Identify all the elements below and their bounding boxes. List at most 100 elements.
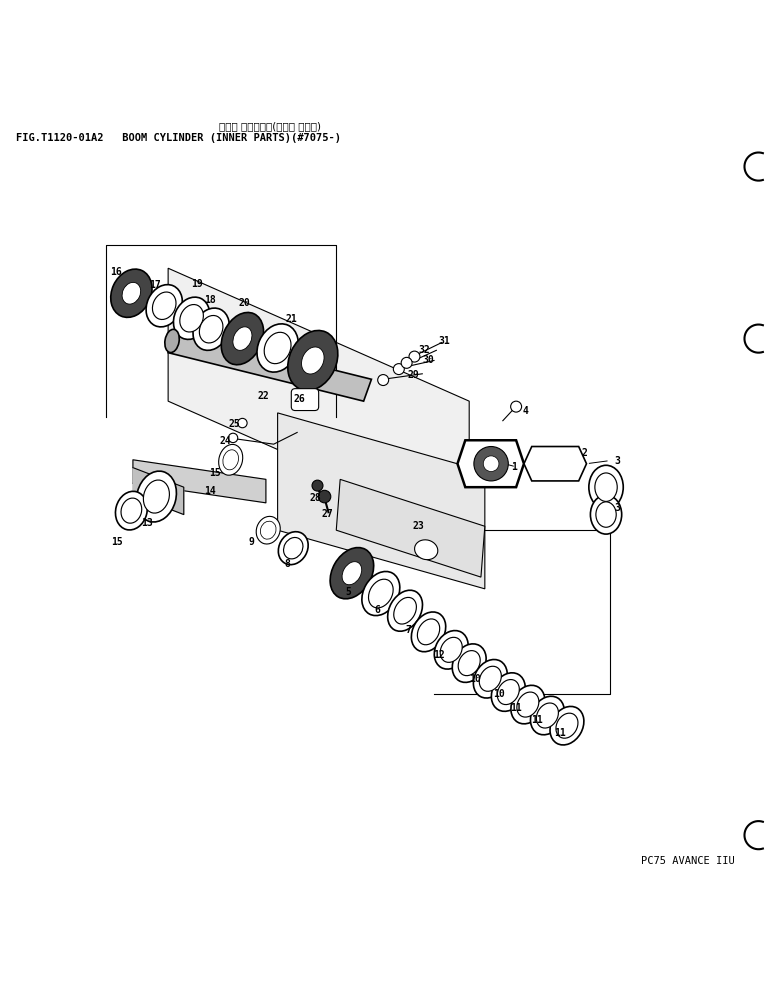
Ellipse shape — [136, 471, 177, 522]
Polygon shape — [133, 467, 184, 515]
Text: 6: 6 — [374, 605, 380, 615]
Text: 28: 28 — [309, 493, 321, 503]
Text: 10: 10 — [493, 689, 505, 699]
Circle shape — [238, 419, 247, 428]
Text: 15: 15 — [209, 468, 221, 478]
Circle shape — [393, 363, 404, 374]
Text: 3: 3 — [615, 455, 621, 465]
Ellipse shape — [284, 538, 303, 559]
Text: 31: 31 — [438, 336, 450, 346]
Ellipse shape — [517, 692, 539, 717]
Ellipse shape — [596, 502, 616, 528]
Text: 4: 4 — [522, 406, 529, 417]
Ellipse shape — [165, 330, 179, 352]
Text: 7: 7 — [405, 625, 411, 635]
Ellipse shape — [497, 679, 519, 705]
Ellipse shape — [536, 703, 558, 728]
Text: 32: 32 — [418, 345, 431, 354]
Polygon shape — [457, 441, 524, 487]
Text: 14: 14 — [203, 486, 216, 496]
Circle shape — [511, 401, 522, 412]
Circle shape — [483, 456, 499, 471]
Polygon shape — [524, 446, 586, 481]
Ellipse shape — [330, 547, 374, 599]
Ellipse shape — [368, 579, 393, 608]
Text: 10: 10 — [468, 674, 481, 684]
Circle shape — [401, 357, 412, 368]
Ellipse shape — [143, 480, 170, 513]
Ellipse shape — [219, 445, 242, 475]
Ellipse shape — [111, 269, 152, 318]
Ellipse shape — [288, 331, 338, 390]
Circle shape — [228, 434, 238, 443]
Text: 9: 9 — [249, 537, 255, 546]
Ellipse shape — [121, 498, 142, 523]
Ellipse shape — [473, 659, 508, 698]
Text: 24: 24 — [219, 436, 231, 446]
Text: 12: 12 — [433, 650, 446, 660]
Ellipse shape — [479, 666, 501, 691]
Text: 20: 20 — [239, 298, 251, 309]
Circle shape — [312, 480, 323, 491]
Ellipse shape — [221, 313, 264, 364]
Text: 18: 18 — [203, 295, 216, 305]
Text: FIG.T1120-01A2   BOOM CYLINDER (INNER PARTS)(#7075-): FIG.T1120-01A2 BOOM CYLINDER (INNER PART… — [16, 133, 341, 143]
Polygon shape — [336, 479, 485, 577]
Ellipse shape — [174, 297, 210, 340]
Ellipse shape — [589, 465, 623, 509]
Text: 3: 3 — [615, 503, 621, 513]
Circle shape — [318, 490, 331, 503]
Text: 19: 19 — [191, 279, 203, 289]
Text: 11: 11 — [554, 728, 566, 738]
Ellipse shape — [394, 597, 416, 624]
Ellipse shape — [302, 346, 324, 374]
Ellipse shape — [260, 521, 276, 540]
Text: 25: 25 — [228, 419, 241, 429]
FancyBboxPatch shape — [291, 389, 318, 411]
Ellipse shape — [452, 644, 486, 682]
Ellipse shape — [257, 324, 298, 372]
Text: 1: 1 — [511, 462, 518, 472]
Ellipse shape — [256, 517, 280, 544]
Ellipse shape — [511, 685, 545, 724]
Ellipse shape — [595, 473, 617, 501]
Ellipse shape — [116, 491, 147, 530]
Circle shape — [409, 351, 420, 362]
Polygon shape — [168, 331, 371, 401]
Ellipse shape — [152, 292, 176, 320]
Ellipse shape — [434, 631, 468, 669]
Text: 22: 22 — [257, 391, 270, 401]
Text: 17: 17 — [149, 279, 161, 290]
Ellipse shape — [264, 333, 291, 363]
Ellipse shape — [556, 713, 578, 739]
Text: 11: 11 — [510, 704, 522, 714]
Text: 13: 13 — [141, 518, 153, 528]
Text: 29: 29 — [407, 369, 419, 379]
Text: 27: 27 — [321, 509, 333, 519]
Ellipse shape — [223, 449, 239, 470]
Text: 11: 11 — [531, 715, 543, 726]
Ellipse shape — [233, 327, 252, 350]
Ellipse shape — [122, 282, 141, 304]
Ellipse shape — [193, 308, 229, 350]
Ellipse shape — [199, 316, 223, 343]
Ellipse shape — [414, 540, 438, 559]
Ellipse shape — [530, 696, 565, 735]
Text: 16: 16 — [109, 267, 122, 277]
Ellipse shape — [278, 532, 308, 564]
Ellipse shape — [388, 590, 422, 632]
Circle shape — [474, 446, 508, 481]
Ellipse shape — [418, 619, 439, 644]
Text: 2: 2 — [582, 447, 588, 457]
Text: 23: 23 — [412, 522, 425, 532]
Ellipse shape — [491, 673, 526, 712]
Ellipse shape — [458, 650, 480, 675]
Text: 5: 5 — [345, 587, 351, 597]
Ellipse shape — [411, 612, 446, 651]
Text: 26: 26 — [293, 394, 306, 404]
Text: PC75 AVANCE IIU: PC75 AVANCE IIU — [641, 856, 735, 866]
Ellipse shape — [146, 284, 182, 327]
Polygon shape — [168, 268, 469, 534]
Text: ブーム シリンダ　(インナ パーツ): ブーム シリンダ (インナ パーツ) — [219, 121, 321, 132]
Text: 21: 21 — [285, 314, 297, 324]
